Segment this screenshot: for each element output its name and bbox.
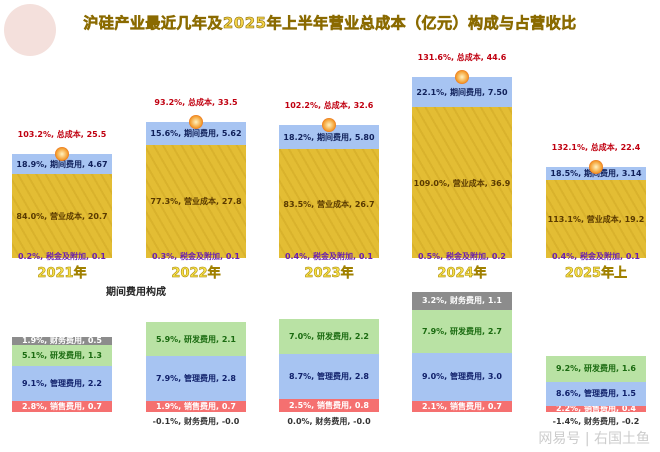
period-label: 22.1%, 期间费用, 7.50 <box>416 88 508 98</box>
cost-label: 113.1%, 营业成本, 19.2 <box>547 214 645 224</box>
sales-bar: 2.2%, 销售费用, 0.4 <box>546 404 646 413</box>
cost-bar <box>146 144 246 258</box>
cost-bar <box>546 179 646 258</box>
tax-label: 0.4%, 税金及附加, 0.1 <box>551 252 641 261</box>
total-marker <box>55 147 69 162</box>
admin-bar: 9.0%, 管理费用, 3.0 <box>412 352 512 401</box>
total-label: 102.2%, 总成本, 32.6 <box>284 101 374 111</box>
subchart-title: 期间费用构成 <box>106 287 166 298</box>
total-label: 132.1%, 总成本, 22.4 <box>551 142 641 152</box>
period-label: 15.6%, 期间费用, 5.62 <box>150 129 242 139</box>
year-label: 2025年上 <box>564 266 628 282</box>
sales-bar: 2.1%, 销售费用, 0.7 <box>412 400 512 412</box>
period-label: 18.9%, 期间费用, 4.67 <box>16 160 108 170</box>
tax-label: 0.4%, 税金及附加, 0.1 <box>284 252 374 261</box>
total-marker <box>322 118 336 133</box>
total-label: 93.2%, 总成本, 33.5 <box>154 97 238 107</box>
admin-bar: 8.6%, 管理费用, 1.5 <box>546 381 646 406</box>
rd-bar: 7.9%, 研发费用, 2.7 <box>412 309 512 353</box>
chart-title: 沪硅产业最近几年及2025年上半年营业总成本（亿元）构成与占营收比 <box>83 14 577 33</box>
year-label: 2024年 <box>437 266 487 282</box>
sales-bar: 2.5%, 销售费用, 0.8 <box>279 399 379 412</box>
year-label: 2022年 <box>171 266 221 282</box>
total-marker <box>455 69 469 84</box>
tax-label: 0.3%, 税金及附加, 0.1 <box>151 252 241 261</box>
tax-label: 0.2%, 税金及附加, 0.1 <box>17 252 107 261</box>
period-bar <box>146 121 246 145</box>
total-label: 103.2%, 总成本, 25.5 <box>17 130 107 140</box>
period-bar <box>279 125 379 150</box>
sales-bar: 1.9%, 销售费用, 0.7 <box>146 400 246 412</box>
logo <box>4 4 56 56</box>
finance-bar: 3.2%, 财务费用, 1.1 <box>412 292 512 310</box>
finance-label: -1.4%, 财务费用, -0.2 <box>552 417 640 426</box>
rd-bar: 5.1%, 研发费用, 1.3 <box>12 344 112 366</box>
sales-bar: 2.8%, 销售费用, 0.7 <box>12 400 112 412</box>
admin-bar: 9.1%, 管理费用, 2.2 <box>12 365 112 401</box>
year-label: 2023年 <box>304 266 354 282</box>
rd-bar: 7.0%, 研发费用, 2.2 <box>279 319 379 355</box>
period-label: 18.2%, 期间费用, 5.80 <box>283 133 375 143</box>
finance-label: 0.0%, 财务费用, -0.0 <box>287 417 371 426</box>
total-marker <box>189 114 203 129</box>
total-label: 131.6%, 总成本, 44.6 <box>417 52 507 62</box>
tax-label: 0.5%, 税金及附加, 0.2 <box>417 252 507 261</box>
watermark: 网易号 | 右国土鱼 <box>538 431 650 447</box>
cost-bar <box>12 173 112 258</box>
period-bar <box>12 154 112 174</box>
admin-bar: 8.7%, 管理费用, 2.8 <box>279 354 379 400</box>
cost-label: 77.3%, 营业成本, 27.8 <box>150 197 242 207</box>
rd-bar: 5.9%, 研发费用, 2.1 <box>146 322 246 356</box>
cost-label: 83.5%, 营业成本, 26.7 <box>283 199 375 209</box>
finance-label: -0.1%, 财务费用, -0.0 <box>152 417 240 426</box>
cost-bar <box>279 149 379 258</box>
cost-label: 84.0%, 营业成本, 20.7 <box>16 211 108 221</box>
year-label: 2021年 <box>37 266 87 282</box>
cost-bar <box>412 107 512 258</box>
cost-label: 109.0%, 营业成本, 36.9 <box>413 178 511 188</box>
rd-bar: 9.2%, 研发费用, 1.6 <box>546 356 646 382</box>
admin-bar: 7.9%, 管理费用, 2.8 <box>146 356 246 401</box>
total-marker <box>589 159 603 174</box>
finance-bar: 1.9%, 财务费用, 0.5 <box>12 336 112 345</box>
